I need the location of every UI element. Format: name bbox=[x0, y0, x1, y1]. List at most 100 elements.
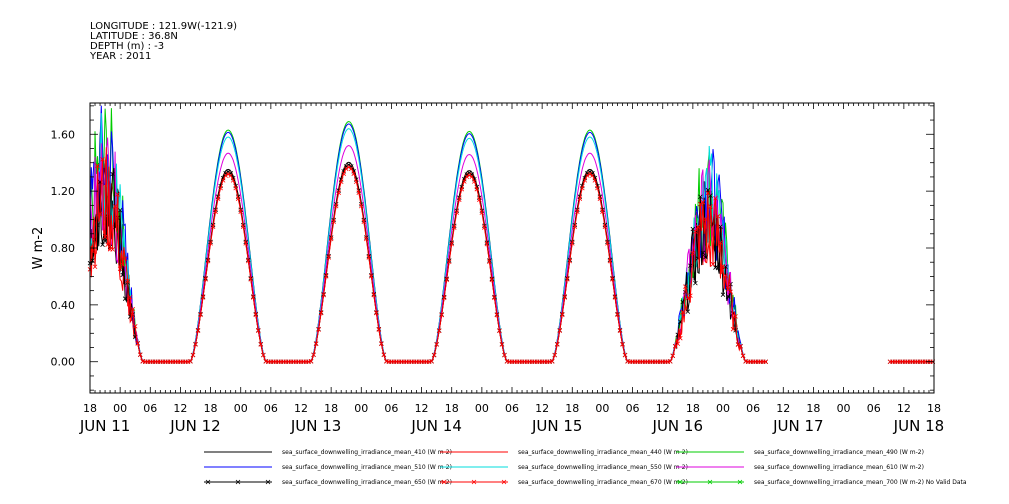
legend-label: sea_surface_downwelling_irradiance_mean_… bbox=[518, 449, 688, 456]
series-marker bbox=[693, 280, 698, 286]
x-tick-label: 06 bbox=[264, 402, 278, 415]
series-layer bbox=[87, 105, 936, 365]
series-marker bbox=[446, 259, 452, 265]
series-marker bbox=[248, 277, 254, 282]
series-marker bbox=[223, 173, 228, 178]
series-marker bbox=[258, 342, 264, 347]
series-marker bbox=[100, 157, 105, 162]
legend-label: sea_surface_downwelling_irradiance_mean_… bbox=[282, 479, 452, 486]
y-tick-label: 0.80 bbox=[51, 242, 76, 255]
series-marker bbox=[700, 250, 706, 256]
series-marker bbox=[698, 194, 703, 200]
series-marker bbox=[449, 241, 454, 247]
series-line bbox=[89, 105, 767, 363]
series-marker bbox=[230, 178, 236, 183]
series-marker bbox=[313, 341, 319, 347]
series-marker bbox=[580, 185, 585, 191]
series-marker bbox=[479, 210, 485, 215]
x-tick-label: 06 bbox=[746, 402, 760, 415]
x-tick-label: 00 bbox=[595, 402, 609, 415]
depth-label: DEPTH (m) : -3 bbox=[90, 41, 165, 52]
series-marker bbox=[348, 166, 354, 172]
series-marker bbox=[461, 179, 467, 184]
series-marker bbox=[718, 224, 723, 229]
series-marker bbox=[364, 236, 369, 242]
series-marker bbox=[622, 352, 628, 358]
series-marker bbox=[602, 224, 608, 230]
series-marker bbox=[115, 192, 120, 197]
series-marker bbox=[233, 185, 238, 191]
series-marker bbox=[464, 174, 470, 180]
series-marker bbox=[436, 328, 442, 334]
series-marker bbox=[620, 342, 625, 347]
series-line bbox=[89, 164, 767, 363]
series-marker bbox=[459, 186, 465, 192]
series-marker bbox=[374, 310, 379, 316]
legend-marker bbox=[737, 479, 743, 485]
x-tick-label: 06 bbox=[867, 402, 881, 415]
series-marker bbox=[502, 352, 507, 358]
series-marker bbox=[610, 277, 615, 282]
series-marker bbox=[112, 204, 118, 209]
series-marker bbox=[683, 284, 688, 289]
year-label: YEAR : 2011 bbox=[90, 51, 152, 62]
x-date-label: JUN 11 bbox=[79, 417, 130, 435]
series-marker bbox=[117, 207, 123, 213]
series-marker bbox=[698, 201, 703, 207]
legend-label: sea_surface_downwelling_irradiance_mean_… bbox=[754, 449, 924, 456]
series-marker bbox=[559, 312, 565, 318]
series-marker bbox=[582, 178, 588, 183]
series-marker bbox=[240, 224, 246, 230]
series-marker bbox=[250, 295, 256, 300]
series-marker bbox=[318, 310, 324, 316]
series-marker bbox=[733, 314, 738, 319]
series-marker bbox=[715, 213, 721, 219]
series-marker bbox=[195, 328, 201, 333]
x-tick-label: 06 bbox=[143, 402, 157, 415]
x-tick-label: 00 bbox=[113, 402, 127, 415]
series-line bbox=[89, 153, 767, 363]
series-marker bbox=[110, 171, 115, 177]
series-marker bbox=[688, 263, 693, 269]
series-marker bbox=[562, 295, 568, 300]
series-marker bbox=[346, 164, 352, 170]
x-tick-label: 00 bbox=[837, 402, 851, 415]
series-marker bbox=[323, 274, 329, 279]
x-date-label: JUN 13 bbox=[290, 417, 341, 435]
series-marker bbox=[713, 195, 718, 201]
series-marker bbox=[369, 274, 374, 279]
series-marker bbox=[366, 255, 372, 260]
series-marker bbox=[253, 312, 259, 318]
series-marker bbox=[703, 254, 708, 260]
series-marker bbox=[456, 197, 462, 202]
series-marker bbox=[708, 204, 713, 209]
series-marker bbox=[338, 179, 344, 185]
series-marker bbox=[735, 342, 741, 347]
series-marker bbox=[333, 203, 339, 209]
series-marker bbox=[193, 342, 198, 347]
x-tick-label: 12 bbox=[415, 402, 429, 415]
series-marker bbox=[564, 277, 570, 282]
series-marker bbox=[575, 209, 580, 214]
x-tick-label: 18 bbox=[83, 402, 97, 415]
series-marker bbox=[190, 352, 196, 358]
series-marker bbox=[469, 174, 475, 180]
series-marker bbox=[198, 312, 203, 318]
series-marker bbox=[710, 261, 716, 267]
series-marker bbox=[605, 241, 610, 246]
series-marker bbox=[90, 258, 95, 263]
x-tick-label: 06 bbox=[626, 402, 640, 415]
series-marker bbox=[218, 185, 223, 191]
series-marker bbox=[122, 296, 128, 301]
x-tick-label: 00 bbox=[354, 402, 368, 415]
plot-frame bbox=[89, 102, 935, 394]
series-marker bbox=[441, 295, 447, 301]
series-marker bbox=[351, 171, 357, 176]
x-tick-label: 18 bbox=[324, 402, 338, 415]
series-marker bbox=[497, 328, 502, 334]
series-marker bbox=[243, 241, 249, 246]
legend-label: sea_surface_downwelling_irradiance_mean_… bbox=[282, 464, 452, 471]
y-tick-label: 0.40 bbox=[51, 299, 76, 312]
legend-label: sea_surface_downwelling_irradiance_mean_… bbox=[754, 464, 924, 471]
